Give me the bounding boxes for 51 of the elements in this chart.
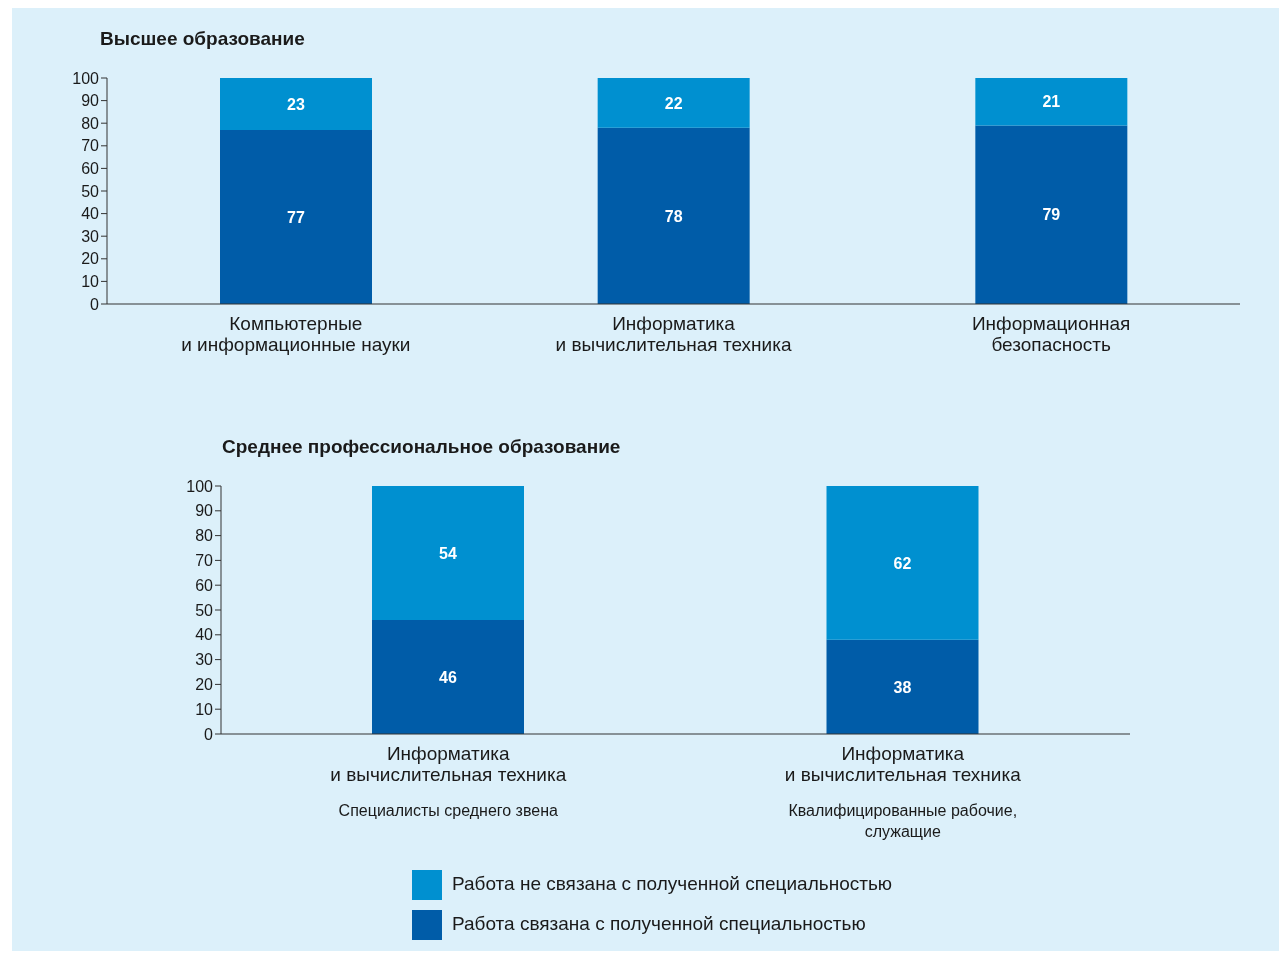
y-tick-label: 50 bbox=[81, 182, 100, 200]
bar bbox=[372, 486, 524, 620]
y-tick-label: 0 bbox=[90, 295, 100, 313]
data-label: 46 bbox=[439, 668, 457, 686]
y-tick-label: 30 bbox=[195, 651, 214, 669]
bar bbox=[372, 619, 524, 734]
data-label: 21 bbox=[1042, 93, 1061, 111]
x-tick-label: Информатика и вычислительная техника Квалифицированные рабочие, служащие bbox=[784, 743, 1022, 840]
y-tick-label: 80 bbox=[81, 114, 100, 132]
y-tick-label: 50 bbox=[195, 601, 214, 619]
y-tick-label: 0 bbox=[204, 725, 214, 743]
bar bbox=[597, 127, 750, 304]
y-tick-label: 90 bbox=[81, 92, 100, 110]
y-tick-label: 20 bbox=[81, 250, 100, 268]
data-label: 77 bbox=[287, 208, 305, 226]
bar bbox=[220, 129, 372, 304]
y-tick-label: 10 bbox=[81, 273, 100, 291]
data-label: 23 bbox=[287, 95, 305, 113]
y-tick-label: 60 bbox=[81, 160, 100, 178]
data-label: 62 bbox=[893, 554, 912, 572]
y-tick-label: 70 bbox=[81, 137, 100, 155]
legend-label: Работа связана с полученной специальностью bbox=[451, 913, 866, 934]
y-tick-label: 20 bbox=[195, 676, 214, 694]
x-tick-label: Компьютерные и информационные науки bbox=[181, 313, 411, 355]
y-tick-label: 100 bbox=[72, 69, 100, 87]
y-tick-label: 90 bbox=[195, 502, 214, 520]
bar bbox=[975, 125, 1128, 304]
y-tick-label: 60 bbox=[195, 576, 214, 594]
x-tick-label: Информатика и вычислительная техника Специалисты среднего звена bbox=[330, 743, 567, 819]
data-label: 38 bbox=[893, 678, 912, 696]
y-tick-label: 80 bbox=[195, 527, 214, 545]
data-label: 79 bbox=[1042, 206, 1061, 224]
data-label: 78 bbox=[664, 207, 683, 225]
y-tick-label: 40 bbox=[81, 205, 100, 223]
chart-title: Среднее профессиональное образование bbox=[222, 436, 621, 458]
data-label: 54 bbox=[439, 544, 457, 562]
bar bbox=[826, 639, 979, 734]
y-tick-label: 100 bbox=[186, 477, 214, 495]
bar bbox=[220, 78, 372, 130]
data-label: 22 bbox=[664, 94, 683, 112]
bar bbox=[597, 78, 750, 128]
y-tick-label: 40 bbox=[195, 626, 214, 644]
x-tick-label: Информационная безопасность bbox=[971, 313, 1131, 355]
chart-title: Высшее образование bbox=[100, 28, 305, 50]
y-tick-label: 70 bbox=[195, 552, 214, 570]
bar bbox=[826, 486, 979, 640]
bar bbox=[975, 78, 1128, 126]
y-tick-label: 10 bbox=[195, 700, 214, 718]
y-tick-label: 30 bbox=[81, 227, 100, 245]
x-tick-label: Информатика и вычислительная техника bbox=[555, 313, 792, 355]
legend-label: Работа не связана с полученной специальностью bbox=[451, 873, 893, 894]
